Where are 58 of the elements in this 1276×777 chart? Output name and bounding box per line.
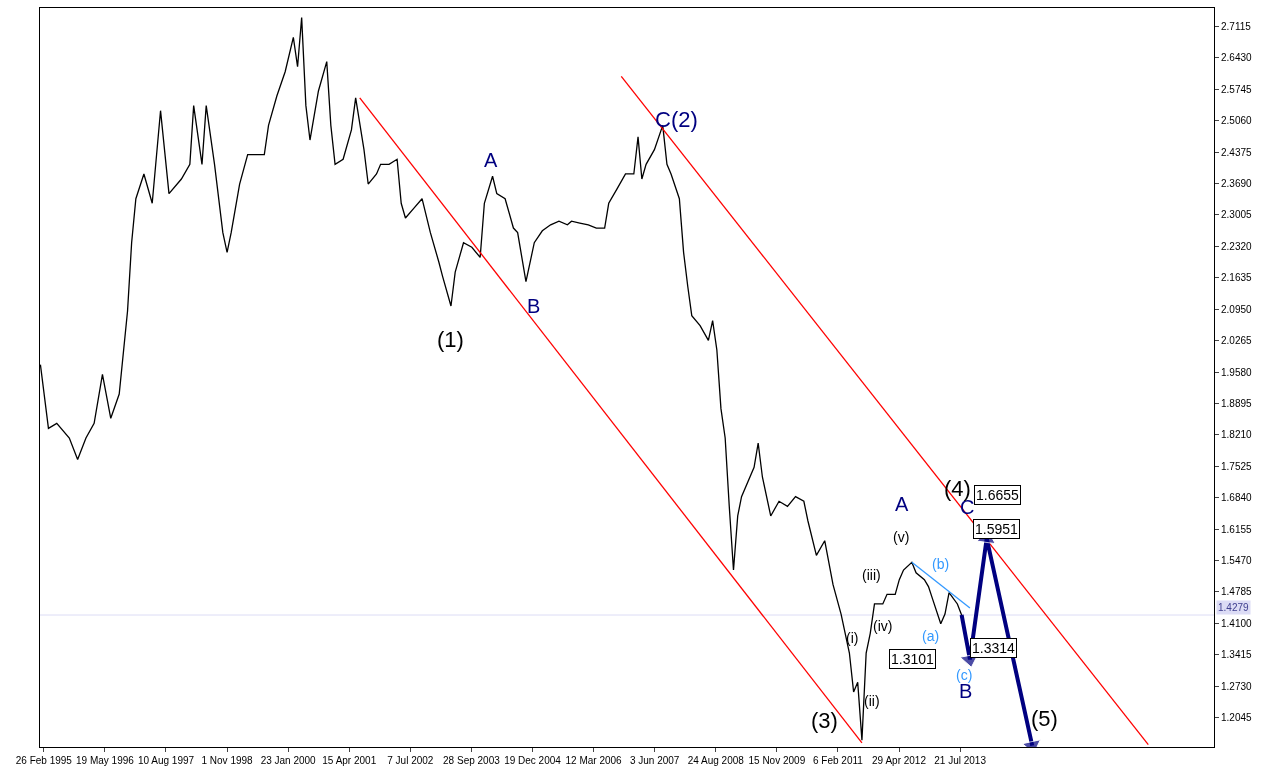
y-tick-label: 2.5060 (1221, 115, 1253, 127)
x-tick-label: 6 Feb 2011 (813, 755, 864, 766)
y-tick-label: 2.0265 (1221, 335, 1253, 347)
y-tick-label: 2.5745 (1221, 83, 1253, 95)
x-tick-label: 26 Feb 1995 (15, 755, 73, 766)
y-tick-label: 2.0950 (1221, 303, 1253, 315)
annotation: (i) (846, 630, 859, 646)
y-tick-label: 1.8895 (1221, 397, 1253, 409)
y-tick-label: 1.4785 (1221, 586, 1253, 598)
x-tick-label: 21 Jul 2013 (934, 755, 987, 766)
y-tick-label: 1.6840 (1221, 492, 1253, 504)
annotation: (5) (1031, 706, 1058, 731)
x-tick-label: 29 Apr 2012 (872, 755, 927, 766)
annotation: A (484, 149, 498, 171)
annotation: C(2) (655, 107, 698, 132)
y-tick-label: 2.4375 (1221, 146, 1253, 158)
x-tick-label: 15 Nov 2009 (748, 755, 806, 766)
x-tick-label: 1 Nov 1998 (201, 755, 254, 766)
annotation: 1.3314 (972, 640, 1016, 656)
x-tick-label: 3 Jun 2007 (629, 755, 680, 766)
y-tick-label: 1.8210 (1221, 429, 1253, 441)
x-tick-label: 12 Mar 2006 (565, 755, 623, 766)
y-tick-label: 2.6430 (1221, 52, 1253, 64)
y-tick-label: 1.2730 (1221, 680, 1253, 692)
annotation: A (895, 493, 909, 515)
y-tick-label: 1.9580 (1221, 366, 1253, 378)
y-tick-label: 1.4100 (1221, 617, 1253, 629)
annotation: 1.6655 (976, 487, 1020, 503)
x-tick-label: 15 Apr 2001 (322, 755, 377, 766)
annotation: (3) (811, 708, 838, 733)
y-tick-label: 2.3005 (1221, 209, 1253, 221)
annotation: 1.3101 (891, 651, 935, 667)
y-tick-label: 1.2045 (1221, 711, 1253, 723)
y-tick-label: 2.7115 (1221, 21, 1252, 33)
y-tick-label: 1.5470 (1221, 554, 1253, 566)
y-tick-label: 1.3415 (1221, 649, 1253, 661)
y-tick-label: 1.7525 (1221, 460, 1253, 472)
annotation: B (527, 295, 541, 317)
y-tick-label: 2.1635 (1221, 272, 1253, 284)
annotation: (iii) (862, 567, 881, 583)
y-tick-label: 2.3690 (1221, 178, 1253, 190)
annotation: (ii) (864, 693, 880, 709)
x-tick-label: 24 Aug 2008 (687, 755, 745, 766)
y-tick-label: 2.2320 (1221, 240, 1253, 252)
annotation: (a) (922, 628, 940, 644)
x-tick-label: 19 Dec 2004 (504, 755, 562, 766)
annotation: 1.5951 (975, 521, 1019, 537)
x-tick-label: 28 Sep 2003 (443, 755, 501, 766)
x-tick-label: 19 May 1996 (75, 755, 135, 766)
x-tick-label: 23 Jan 2000 (260, 755, 317, 766)
annotation: (b) (932, 556, 950, 572)
annotation: (1) (437, 327, 464, 352)
annotation: (v) (893, 529, 910, 545)
y-tick-label: 1.6155 (1221, 523, 1253, 535)
x-tick-label: 10 Aug 1997 (137, 755, 195, 766)
x-tick-label: 7 Jul 2002 (387, 755, 434, 766)
annotation: (iv) (873, 618, 893, 634)
ref-line-label: 1.4279 (1218, 602, 1250, 613)
